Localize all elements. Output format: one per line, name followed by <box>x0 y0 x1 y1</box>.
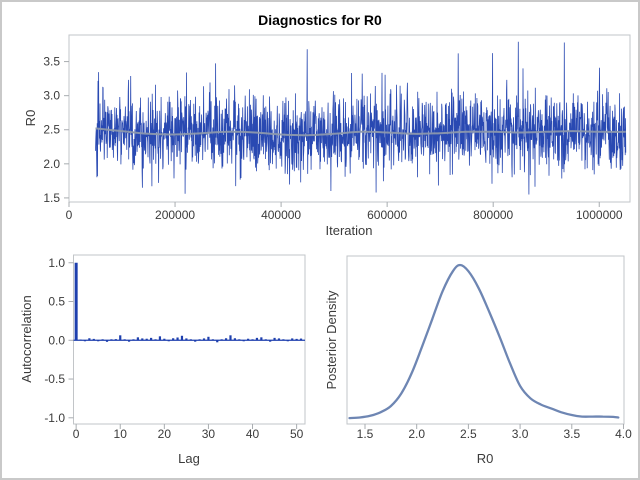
acf-bar <box>119 335 122 341</box>
acf-bar <box>172 338 175 341</box>
acf-bar <box>105 340 109 342</box>
autocorrelation-panel: 0 10 20 30 40 50 Lag -1.0 -0.5 0.0 0.5 1.0 Autocorre… <box>19 254 306 466</box>
acf-bar <box>97 340 100 342</box>
y-tick-label: 1.5 <box>43 191 60 205</box>
x-tick-label: 0 <box>73 427 80 441</box>
acf-bar <box>136 337 139 341</box>
density-curve <box>348 263 620 420</box>
acf-bar <box>224 338 228 341</box>
acf-bar <box>216 340 219 343</box>
acf-bar <box>291 338 294 341</box>
acf-bar <box>233 338 236 341</box>
y-tick-label: 1.0 <box>48 256 65 270</box>
acf-bar <box>145 338 148 341</box>
x-tick-label: 1.5 <box>357 427 374 441</box>
acf-bar <box>295 338 298 341</box>
y-tick-label: 2.0 <box>43 157 60 171</box>
x-tick-label: 10 <box>114 427 128 441</box>
acf-bar <box>180 335 184 341</box>
acf-bar <box>132 339 135 341</box>
y-tick-label: 2.5 <box>43 123 60 137</box>
acf-bar <box>238 339 241 341</box>
acf-bar <box>202 338 206 341</box>
acf-bar <box>83 340 87 342</box>
x-axis-label: R0 <box>477 451 494 466</box>
acf-bar <box>273 337 276 341</box>
x-tick-label: 600000 <box>367 208 407 222</box>
acf-bar <box>79 339 82 341</box>
acf-bar <box>282 339 285 341</box>
x-axis-label: Iteration <box>326 223 373 238</box>
y-tick-label: 0.5 <box>48 295 65 309</box>
acf-bar <box>260 337 263 341</box>
x-tick-label: 2.0 <box>408 427 425 441</box>
x-tick-label: 0 <box>66 208 73 222</box>
y-tick-label: 3.5 <box>43 55 60 69</box>
acf-bar <box>220 339 223 341</box>
acf-bar <box>299 338 303 341</box>
acf-bar <box>163 338 166 341</box>
x-tick-label: 3.0 <box>512 427 529 441</box>
x-tick-label: 3.5 <box>563 427 580 441</box>
acf-bar <box>167 340 170 342</box>
acf-bar <box>247 338 250 341</box>
x-tick-label: 20 <box>158 427 172 441</box>
acf-bar <box>141 338 144 341</box>
acf-bar <box>242 340 245 342</box>
density-panel: 1.5 2.0 2.5 3.0 3.5 4.0 R0 Posterior Density <box>324 255 632 466</box>
x-tick-label: 400000 <box>261 208 301 222</box>
x-tick-label: 4.0 <box>615 427 632 441</box>
y-tick-label: -1.0 <box>44 411 65 425</box>
plot-frame <box>68 34 631 203</box>
acf-bar <box>286 340 289 342</box>
acf-bar <box>88 338 91 341</box>
y-axis-label: Posterior Density <box>324 290 339 389</box>
trace-panel: 0 200000 400000 600000 800000 1000000 Iteratio… <box>23 34 631 238</box>
y-tick-label: -0.5 <box>44 372 65 386</box>
plot-frame <box>73 254 306 425</box>
acf-bar <box>114 339 117 341</box>
acf-bar <box>123 339 126 341</box>
smooth-mean-line <box>95 127 626 137</box>
acf-bar <box>92 338 95 341</box>
acf-bar <box>277 338 281 341</box>
acf-bar <box>189 339 192 341</box>
acf-bar <box>74 262 78 341</box>
acf-bar <box>158 336 162 341</box>
acf-bar <box>194 340 197 342</box>
acf-bar <box>154 339 157 341</box>
x-tick-label: 40 <box>246 427 260 441</box>
acf-bar <box>211 339 214 341</box>
acf-bar <box>110 339 113 341</box>
acf-bar <box>185 338 188 341</box>
y-tick-label: 3.0 <box>43 89 60 103</box>
y-axis-label: R0 <box>23 110 38 127</box>
x-tick-label: 200000 <box>155 208 195 222</box>
y-tick-label: 0.0 <box>48 333 65 347</box>
figure-title: Diagnostics for R0 <box>258 12 382 28</box>
acf-bar <box>251 339 254 341</box>
y-axis-label: Autocorrelation <box>19 295 34 382</box>
x-tick-label: 1000000 <box>576 208 623 222</box>
acf-bar <box>198 339 201 341</box>
acf-bar <box>264 339 267 341</box>
x-tick-label: 800000 <box>473 208 513 222</box>
plot-frame <box>346 255 625 425</box>
x-tick-label: 2.5 <box>460 427 477 441</box>
trace-line <box>95 41 627 195</box>
x-tick-label: 50 <box>290 427 304 441</box>
acf-bar <box>150 337 153 341</box>
acf-bar <box>127 340 131 342</box>
acf-bar <box>176 337 179 341</box>
acf-bar <box>269 340 272 342</box>
acf-bar <box>101 339 104 341</box>
acf-bar <box>207 336 210 341</box>
x-axis-label: Lag <box>178 451 200 466</box>
x-tick-label: 30 <box>202 427 216 441</box>
acf-bar <box>229 335 232 341</box>
acf-bar <box>255 337 259 341</box>
